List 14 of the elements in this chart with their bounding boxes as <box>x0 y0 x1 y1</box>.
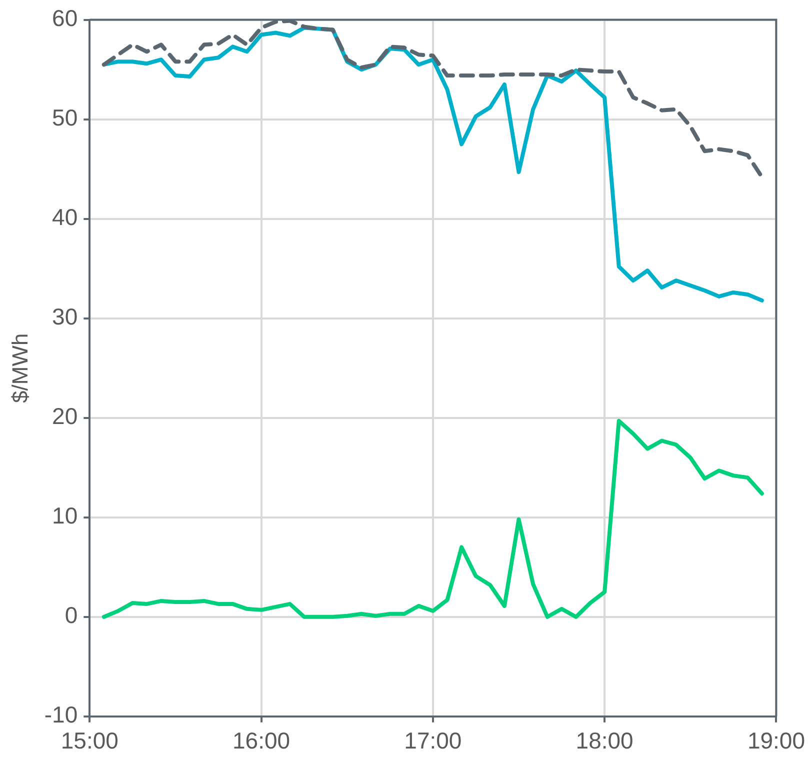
y-tick-label: 10 <box>52 502 78 529</box>
x-tick-label: 17:00 <box>404 728 462 754</box>
y-tick-label: 40 <box>52 204 78 230</box>
y-tick-label: 20 <box>52 403 78 430</box>
x-tick-label: 16:00 <box>232 728 290 754</box>
y-tick-label: 50 <box>52 104 78 131</box>
x-tick-label: 18:00 <box>576 728 634 754</box>
y-tick-label: 0 <box>64 602 78 628</box>
x-tick-label: 19:00 <box>747 728 806 754</box>
x-tick-label: 15:00 <box>60 728 118 754</box>
y-tick-label: 30 <box>52 304 78 330</box>
y-axis-title: $/MWh <box>7 333 32 403</box>
y-tick-label: 60 <box>52 5 78 32</box>
y-tick-label: -10 <box>44 702 78 728</box>
